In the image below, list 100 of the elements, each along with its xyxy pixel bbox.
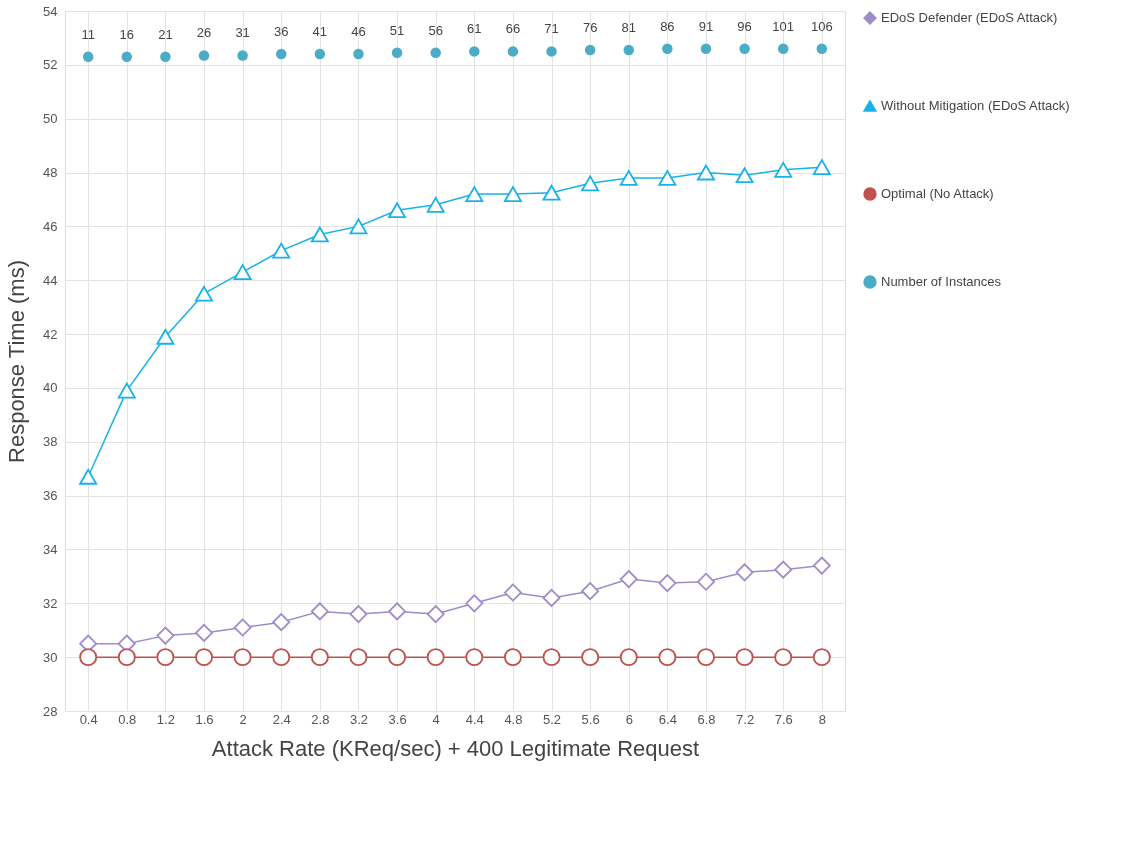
x-axis-title: Attack Rate (KReq/sec) + 400 Legitimate Request: [211, 735, 700, 761]
point: [739, 43, 750, 54]
y-tick-label: 30: [43, 649, 58, 665]
point: [160, 51, 171, 62]
annotation: 71: [544, 21, 559, 37]
point: [623, 44, 635, 56]
annotation: 11: [81, 26, 95, 42]
x-tick-label: 7.6: [774, 711, 793, 727]
x-tick-label: 2: [239, 711, 247, 727]
point: [465, 648, 484, 667]
annotation: 106: [810, 18, 833, 34]
x-tick-label: 6.8: [697, 711, 716, 727]
x-tick-label: 7.2: [736, 711, 755, 727]
annotation: 26: [196, 25, 212, 41]
x-tick-label: 8: [818, 711, 826, 727]
point: [546, 46, 557, 57]
y-tick-label: 54: [43, 3, 58, 19]
annotation: 101: [772, 18, 795, 34]
point: [314, 48, 326, 60]
annotation: 76: [582, 20, 598, 36]
point: [353, 48, 364, 60]
annotation: 66: [505, 21, 521, 37]
annotation: 51: [389, 22, 405, 38]
annotation: 46: [351, 24, 366, 40]
x-tick-label: 4.4: [465, 711, 484, 727]
point: [272, 648, 291, 667]
point: [658, 648, 677, 667]
x-tick-label: 2.8: [311, 711, 330, 727]
x-tick-label: 4.8: [504, 711, 523, 727]
point: [195, 648, 213, 667]
legend-label: Without Mitigation (EDoS Attack): [881, 98, 1070, 113]
y-tick-label: 46: [43, 218, 58, 234]
x-tick-label: 3.6: [388, 711, 407, 727]
x-tick-label: 1.6: [195, 711, 214, 727]
x-tick-label: 3.2: [349, 711, 368, 727]
point: [233, 648, 252, 667]
point: [542, 648, 561, 667]
point: [816, 43, 828, 54]
point: [581, 648, 600, 667]
annotation: 31: [235, 25, 250, 41]
point: [735, 648, 754, 667]
x-tick-label: 4: [432, 711, 440, 727]
annotation: 56: [428, 22, 443, 38]
point: [391, 47, 403, 58]
x-tick-label: 6.4: [658, 711, 677, 727]
x-tick-label: 0.8: [118, 711, 137, 727]
y-tick-label: 50: [43, 111, 58, 127]
y-tick-label: 36: [43, 488, 58, 504]
point: [117, 648, 136, 667]
annotation: 96: [737, 18, 752, 34]
point: [349, 648, 368, 667]
point: [156, 648, 175, 667]
annotation: 86: [660, 18, 675, 34]
point: [584, 44, 596, 56]
annotation: 41: [312, 24, 328, 40]
y-tick-label: 44: [43, 272, 58, 288]
point: [697, 648, 715, 667]
point: [507, 46, 519, 57]
x-tick-label: 1.2: [156, 711, 175, 727]
point: [237, 50, 248, 61]
point: [82, 51, 94, 62]
point: [774, 648, 793, 667]
point: [198, 50, 210, 61]
point: [619, 648, 638, 667]
x-tick-label: 5.6: [581, 711, 600, 727]
y-tick-label: 34: [43, 541, 58, 557]
annotation: 81: [621, 20, 636, 36]
annotation: 16: [119, 26, 135, 42]
y-tick-label: 42: [43, 326, 58, 342]
y-tick-label: 28: [43, 703, 58, 719]
legend-label: EDoS Defender (EDoS Attack): [881, 10, 1058, 25]
point: [275, 48, 287, 60]
point: [777, 43, 789, 54]
annotation: 61: [467, 21, 482, 37]
point: [121, 51, 133, 62]
point: [310, 648, 329, 667]
y-tick-label: 52: [43, 57, 58, 73]
point: [426, 648, 445, 667]
y-axis-title: Response Time (ms): [4, 260, 30, 463]
point: [79, 648, 98, 667]
y-tick-label: 32: [43, 595, 58, 611]
point: [812, 648, 831, 667]
point: [662, 43, 673, 54]
point: [503, 648, 522, 667]
x-tick-label: 2.4: [272, 711, 291, 727]
y-tick-label: 38: [43, 434, 58, 450]
x-tick-label: 6: [625, 711, 633, 727]
legend-label: Optimal (No Attack): [881, 186, 994, 201]
annotation: 91: [698, 18, 714, 34]
point: [388, 648, 407, 667]
point: [469, 46, 480, 57]
x-tick-label: 5.2: [543, 711, 562, 727]
point: [700, 43, 712, 54]
annotation: 36: [274, 24, 289, 40]
y-tick-label: 48: [43, 165, 58, 181]
y-tick-label: 40: [43, 380, 58, 396]
point: [430, 47, 441, 58]
legend-label: Number of Instances: [881, 274, 1002, 289]
annotation: 21: [158, 26, 173, 42]
x-tick-label: 0.4: [79, 711, 98, 727]
